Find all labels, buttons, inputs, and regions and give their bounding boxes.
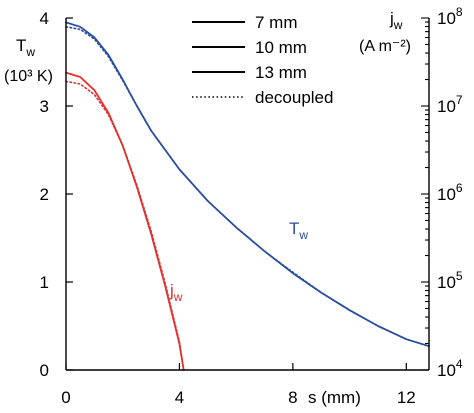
y-left-tick-label: 0 (40, 361, 49, 380)
series-line-3 (65, 71, 185, 371)
y-right-axis-label: jw (389, 9, 403, 32)
y-right-tick-label: 108 (437, 5, 463, 28)
series-line-1 (65, 21, 430, 348)
legend-label: 10 mm (255, 38, 307, 57)
x-tick-label: 0 (61, 388, 70, 407)
y-left-axis-label: Tw (16, 36, 35, 59)
y-left-tick-label: 2 (40, 185, 49, 204)
legend-label: decoupled (255, 88, 333, 107)
x-tick-label: 4 (175, 388, 184, 407)
y-left-tick-label: 4 (40, 9, 49, 28)
x-axis-label: s (mm) (308, 388, 361, 407)
axes-layer (65, 18, 430, 371)
y-left-tick-label: 1 (40, 273, 49, 292)
tw-curve-label: Tw (289, 219, 308, 242)
legend-label: 7 mm (255, 13, 298, 32)
y-left-axis-unit: (10³ K) (4, 68, 53, 85)
y-right-tick-label: 107 (437, 93, 463, 116)
y-right-tick-label: 105 (437, 269, 463, 292)
x-tick-label: 8 (288, 388, 297, 407)
y-right-axis-unit: (A m⁻²) (359, 38, 411, 55)
legend-label: 13 mm (255, 63, 307, 82)
y-left-tick-label: 3 (40, 97, 49, 116)
jw-curve-label: jw (169, 281, 183, 304)
legend: 7 mm 10 mm 13 mm decoupled (192, 13, 333, 107)
series-layer (65, 21, 430, 371)
y-right-tick-label: 106 (437, 181, 463, 204)
y-right-tick-label: 104 (437, 357, 463, 380)
series-line-4 (65, 80, 185, 371)
ticks-layer (65, 17, 429, 371)
series-line-2 (65, 26, 430, 347)
x-tick-label: 12 (397, 388, 416, 407)
